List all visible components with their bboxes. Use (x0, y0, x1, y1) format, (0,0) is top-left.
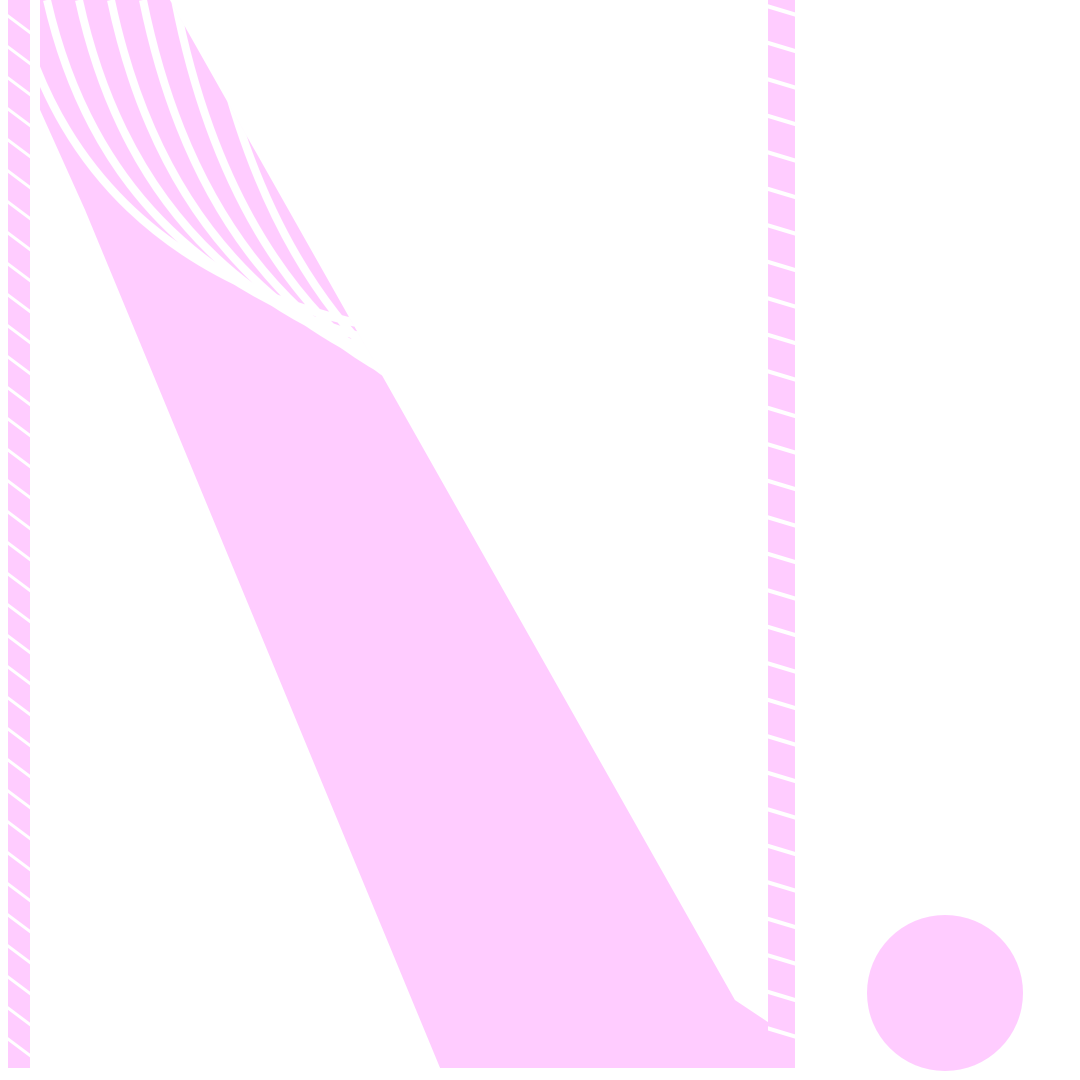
stripe (768, 223, 795, 236)
stripe (523, 0, 795, 750)
stripe (768, 442, 795, 455)
right-dashed-bar (768, 0, 795, 1042)
stripe (768, 734, 795, 747)
stripe (800, 0, 915, 1032)
stripe (768, 515, 795, 528)
left-striped-bar (8, 0, 30, 1068)
stripe (768, 916, 795, 930)
stripe (768, 661, 795, 674)
stripe (768, 1026, 795, 1039)
stripe (8, 975, 30, 996)
stripe (768, 4, 795, 17)
stripe (768, 551, 795, 565)
stripe (555, 0, 795, 776)
stripe (459, 0, 795, 698)
stripe (8, 789, 30, 810)
stripe (800, 0, 1062, 1075)
stripe (800, 0, 1002, 1075)
stripe (768, 332, 795, 346)
stripe (8, 14, 30, 35)
stripe (8, 448, 30, 469)
stripe (8, 696, 30, 717)
stripe (8, 231, 30, 252)
stripe (8, 479, 30, 500)
stripe (8, 200, 30, 221)
stripe (768, 989, 795, 1003)
stripe (8, 45, 30, 66)
stripe (8, 603, 30, 624)
diagonal-body (40, 0, 795, 1068)
stripe (8, 1006, 30, 1027)
stripe (8, 913, 30, 934)
stripe (8, 727, 30, 748)
stripe (768, 478, 795, 492)
stripe (800, 0, 972, 1075)
stripe (8, 665, 30, 686)
stripe (8, 262, 30, 283)
stripe (768, 113, 795, 127)
stripe (768, 880, 795, 893)
stripe (768, 807, 795, 820)
stripe (8, 541, 30, 562)
stripe (800, 0, 887, 1006)
stripe (768, 296, 795, 309)
stripe (8, 572, 30, 593)
stripe (768, 150, 795, 163)
stripe (768, 405, 795, 419)
diagonal-striped-shape (40, 0, 1080, 1075)
stripe (8, 851, 30, 872)
stripe (8, 510, 30, 531)
stripe (768, 953, 795, 966)
stripe (800, 0, 862, 980)
stripe (8, 293, 30, 314)
stripe (768, 588, 795, 601)
stripe (8, 76, 30, 97)
stripe (8, 107, 30, 128)
stripe (768, 697, 795, 711)
stripe (768, 186, 795, 200)
stripe (800, 0, 943, 1058)
stripe (768, 77, 795, 90)
stripe (8, 355, 30, 376)
stripe (8, 634, 30, 655)
stripe (491, 0, 795, 724)
stripe (8, 1037, 30, 1058)
stripe (8, 820, 30, 841)
stripe (8, 138, 30, 159)
stripe (768, 259, 795, 273)
stripe (8, 169, 30, 190)
stripe (8, 417, 30, 438)
stripe (800, 0, 1032, 1075)
stripe (768, 624, 795, 638)
stripe (8, 324, 30, 345)
stripe (768, 40, 795, 54)
stripe (768, 770, 795, 784)
stripe (8, 944, 30, 965)
stripe (768, 369, 795, 382)
left-bar (8, 0, 30, 1068)
stripe (8, 882, 30, 903)
stripe (768, 843, 795, 857)
circle-shape (867, 915, 1023, 1071)
stripe (8, 758, 30, 779)
stripe (8, 386, 30, 407)
stripe (800, 0, 1080, 1075)
